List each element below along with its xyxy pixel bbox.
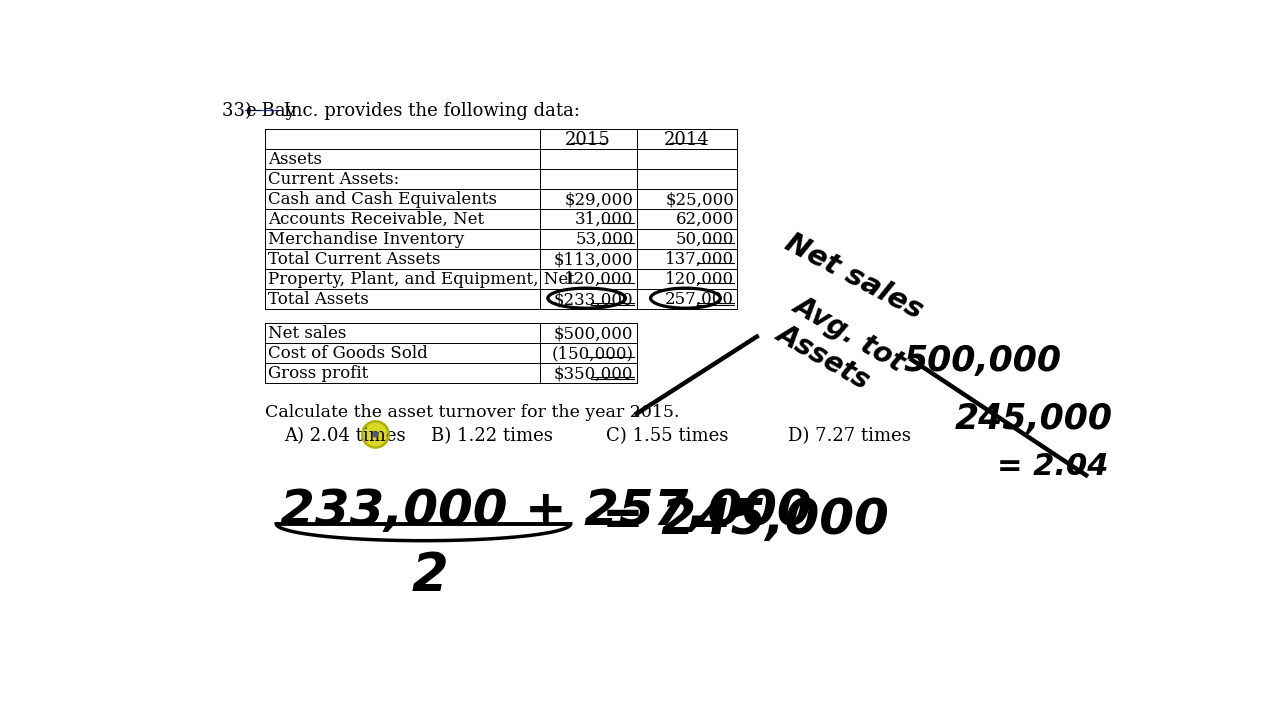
Text: 31,000: 31,000 — [575, 211, 634, 228]
Text: 120,000: 120,000 — [564, 271, 634, 288]
Text: Inc. provides the following data:: Inc. provides the following data: — [278, 102, 580, 120]
Text: A) 2.04 times: A) 2.04 times — [284, 428, 406, 446]
Text: Net sales: Net sales — [268, 325, 346, 342]
Text: 120,000: 120,000 — [666, 271, 735, 288]
Text: $25,000: $25,000 — [666, 191, 735, 208]
Text: 33): 33) — [221, 102, 257, 120]
Text: Cost of Goods Sold: Cost of Goods Sold — [268, 345, 428, 362]
Text: 2014: 2014 — [664, 131, 710, 149]
Text: 500,000: 500,000 — [904, 344, 1062, 378]
Text: 2: 2 — [412, 550, 448, 602]
Text: 53,000: 53,000 — [575, 231, 634, 248]
Text: $350,000: $350,000 — [554, 365, 634, 382]
Text: 257,000: 257,000 — [666, 291, 735, 308]
Text: Merchandise Inventory: Merchandise Inventory — [268, 231, 463, 248]
Text: Calculate the asset turnover for the year 2015.: Calculate the asset turnover for the yea… — [265, 405, 680, 421]
Text: 62,000: 62,000 — [676, 211, 735, 228]
Text: Property, Plant, and Equipment, Net: Property, Plant, and Equipment, Net — [268, 271, 575, 288]
Text: Cash and Cash Equivalents: Cash and Cash Equivalents — [268, 191, 497, 208]
Text: 245,000: 245,000 — [955, 402, 1112, 436]
Text: $113,000: $113,000 — [554, 251, 634, 268]
Text: 137,000: 137,000 — [666, 251, 735, 268]
Text: 2015: 2015 — [566, 131, 611, 149]
Text: $29,000: $29,000 — [564, 191, 634, 208]
Text: Avg. tot
Assets: Avg. tot Assets — [772, 290, 910, 405]
Text: D) 7.27 times: D) 7.27 times — [787, 428, 910, 446]
Text: (150,000): (150,000) — [552, 345, 634, 362]
Text: C) 1.55 times: C) 1.55 times — [605, 428, 728, 446]
Text: B) 1.22 times: B) 1.22 times — [431, 428, 553, 446]
Text: Gross profit: Gross profit — [268, 365, 367, 382]
Text: Total Current Assets: Total Current Assets — [268, 251, 440, 268]
Text: $500,000: $500,000 — [554, 325, 634, 342]
Text: 233,000 + 257,000: 233,000 + 257,000 — [280, 487, 812, 535]
Text: Assets: Assets — [268, 151, 321, 168]
Text: e-Bay: e-Bay — [246, 102, 296, 120]
Text: Current Assets:: Current Assets: — [268, 171, 399, 188]
Text: = 2.04: = 2.04 — [997, 452, 1108, 481]
Text: $233,000: $233,000 — [554, 291, 634, 308]
Text: Net sales: Net sales — [780, 229, 928, 325]
Circle shape — [362, 421, 389, 448]
Text: 50,000: 50,000 — [676, 231, 735, 248]
Text: = 245,000: = 245,000 — [602, 496, 888, 544]
Text: Total Assets: Total Assets — [268, 291, 369, 308]
Text: Accounts Receivable, Net: Accounts Receivable, Net — [268, 211, 484, 228]
